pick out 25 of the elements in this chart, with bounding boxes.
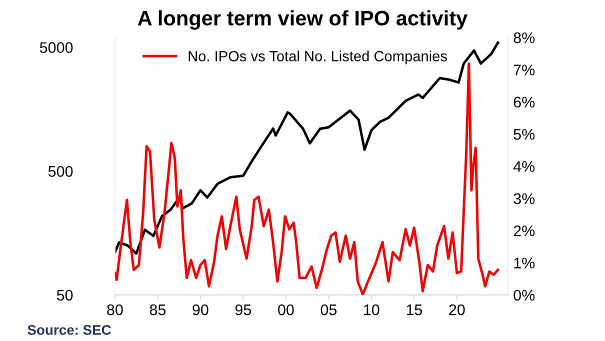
- y-tick-label: 500: [48, 166, 73, 177]
- y-tick-label: 50: [56, 290, 73, 301]
- x-tick-label: 95: [235, 304, 252, 316]
- y2-tick-label: 7%: [514, 64, 535, 76]
- y-tick-label: 5000: [40, 42, 73, 53]
- y2-tick-label: 1%: [514, 258, 535, 268]
- x-tick-label: 00: [278, 304, 294, 316]
- line-series: [114, 41, 500, 255]
- x-tick-label: 05: [320, 304, 337, 316]
- source-note: Source: SEC: [28, 325, 111, 335]
- y2-tick-label: 6%: [514, 96, 535, 108]
- x-tick-label: 10: [364, 304, 380, 316]
- x-tick-label: 85: [150, 304, 166, 316]
- y2-tick-label: 2%: [514, 225, 535, 236]
- x-tick-label: 80: [107, 304, 123, 316]
- y2-tick-label: 0%: [514, 290, 535, 301]
- y2-tick-label: 4%: [513, 161, 535, 172]
- x-tick-label: 20: [449, 304, 465, 316]
- y2-tick-label: 5%: [514, 128, 535, 140]
- y2-tick-label: 8%: [514, 32, 535, 44]
- legend-label: No. IPOs vs Total No. Listed Companies: [188, 50, 447, 64]
- x-tick-label: 15: [406, 304, 422, 316]
- chart-title: A longer term view of IPO activity: [138, 10, 468, 30]
- x-tick-label: 90: [192, 304, 208, 316]
- y2-tick-label: 3%: [514, 193, 535, 204]
